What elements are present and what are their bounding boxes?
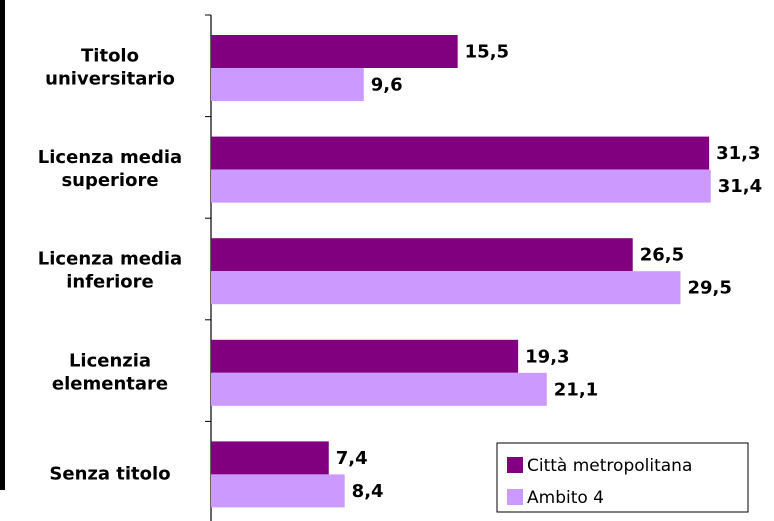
left-edge <box>0 0 5 490</box>
value-label: 7,4 <box>336 448 368 469</box>
category-label-line: Senza titolo <box>49 463 170 484</box>
bar <box>211 169 711 203</box>
legend-swatch <box>507 489 523 505</box>
value-label: 31,3 <box>716 143 760 164</box>
category-label-line: Licenza media <box>38 249 182 270</box>
category-label-line: inferiore <box>66 272 154 293</box>
category-label: Licenza media inferiore <box>38 249 182 293</box>
legend-swatch <box>507 457 523 473</box>
bar <box>211 474 345 508</box>
bar <box>211 271 681 305</box>
category-label-line: Licenza media <box>38 147 182 168</box>
bar <box>211 136 710 170</box>
bar <box>211 372 547 406</box>
legend-label: Città metropolitana <box>527 456 692 476</box>
value-label: 15,5 <box>465 42 509 63</box>
value-label: 21,1 <box>554 379 598 400</box>
bar <box>211 35 458 68</box>
value-label: 19,3 <box>525 346 569 367</box>
category-label: Licenzia elementare <box>52 350 168 394</box>
value-label: 31,4 <box>718 176 762 197</box>
legend-label: Ambito 4 <box>527 488 604 508</box>
bar <box>211 238 633 272</box>
legend-box <box>496 442 749 513</box>
value-label: 9,6 <box>371 75 403 96</box>
category-label-line: Titolo <box>81 46 139 67</box>
category-label-line: elementare <box>52 373 168 394</box>
bar <box>211 68 364 101</box>
value-label: 26,5 <box>640 245 684 266</box>
category-label: Licenza media superiore <box>38 147 182 191</box>
value-label: 8,4 <box>352 481 384 502</box>
category-label-line: Licenzia <box>69 350 151 371</box>
category-label-line: superiore <box>61 170 158 191</box>
category-label: Senza titolo <box>49 463 170 484</box>
category-label-line: universitario <box>45 69 175 90</box>
bar <box>211 441 329 475</box>
category-label: Titolo universitario <box>45 46 175 90</box>
bar <box>211 339 519 373</box>
value-label: 29,5 <box>687 278 731 299</box>
